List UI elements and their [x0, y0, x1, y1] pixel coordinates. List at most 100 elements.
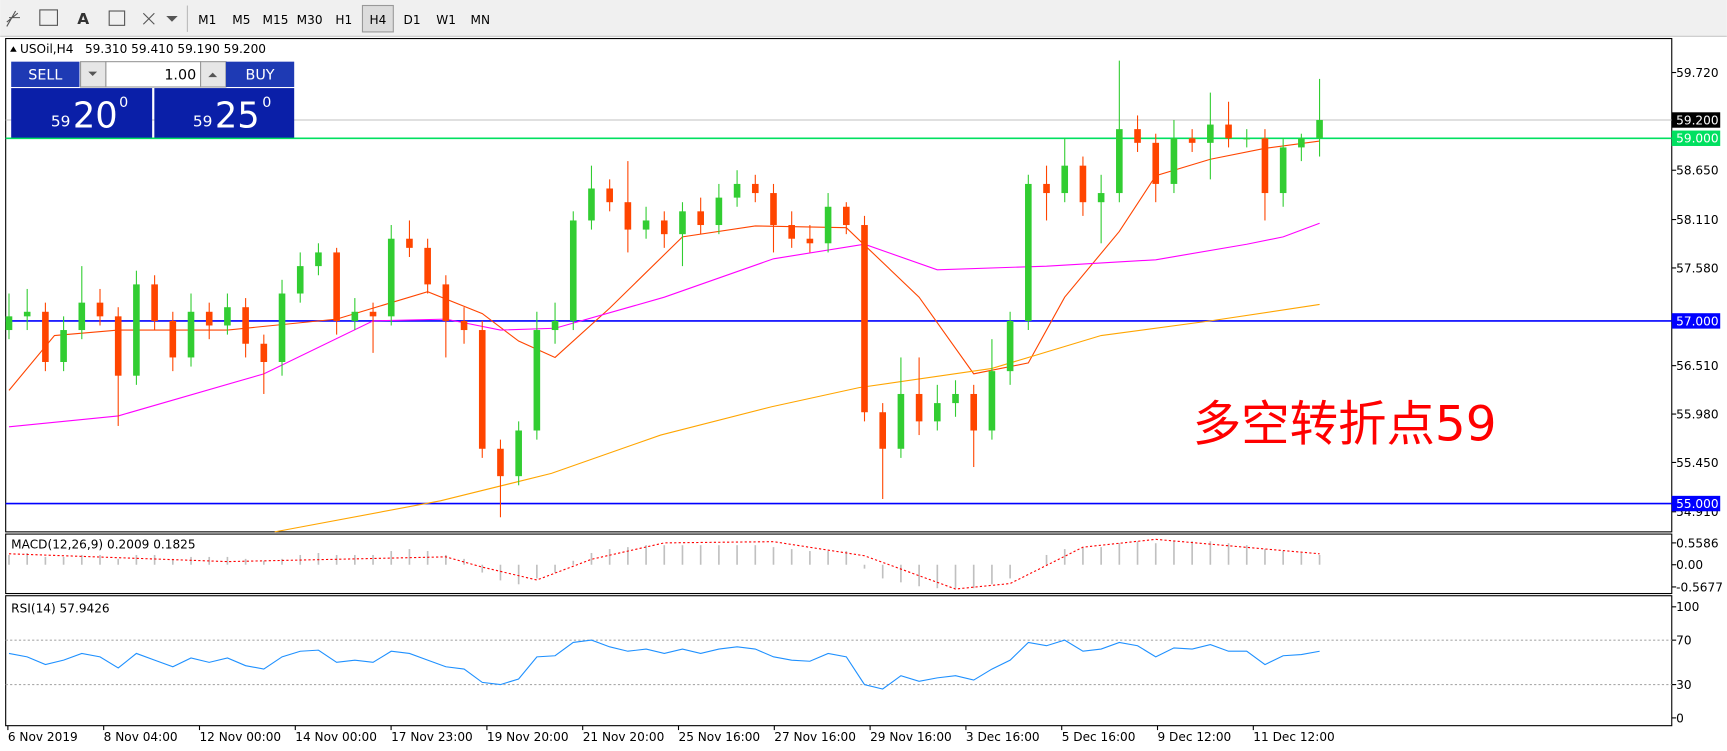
ohlc: 59.310 59.410 59.190 59.200 [85, 42, 266, 56]
candle-body [770, 193, 777, 226]
sell-button[interactable] [11, 61, 80, 87]
moving-average [274, 303, 1320, 533]
candle-body [1061, 165, 1069, 194]
bid-main[interactable]: 20 [73, 96, 118, 137]
y-tick-label: 0 [1676, 711, 1684, 725]
timeframe-button[interactable]: M5 [232, 13, 250, 27]
candle-body [733, 183, 741, 198]
candle-body [1043, 183, 1050, 194]
candle-body [315, 252, 322, 267]
candle-body [242, 307, 249, 344]
ask-big[interactable]: 59 [193, 113, 213, 131]
timeframe-button[interactable]: H1 [335, 13, 352, 27]
candle-body [751, 183, 759, 194]
candle-body [187, 311, 195, 358]
candle-body [278, 293, 286, 363]
candle-body [515, 430, 522, 477]
lot-value[interactable]: 1.00 [164, 67, 196, 83]
signal-line [8, 538, 1320, 590]
x-tick-label: 25 Nov 16:00 [679, 730, 761, 744]
buy-label[interactable]: BUY [246, 67, 275, 83]
candle-body [424, 247, 431, 285]
bid-box[interactable] [11, 88, 153, 138]
candle-body [497, 448, 504, 477]
price-label-box [1671, 112, 1721, 128]
x-tick-label: 9 Dec 12:00 [1158, 730, 1232, 744]
candle-body [642, 220, 650, 230]
y-tick-label: -0.5677 [1676, 580, 1723, 594]
bid-big[interactable]: 59 [51, 113, 71, 131]
ask-main[interactable]: 25 [215, 96, 260, 137]
candle-body [1079, 165, 1087, 203]
candle-body [60, 330, 67, 363]
candle-body [1025, 183, 1032, 321]
timeframe-button[interactable]: MN [471, 13, 491, 27]
tool-icon[interactable] [39, 9, 58, 26]
x-tick-label: 3 Dec 16:00 [966, 730, 1040, 744]
active-timeframe[interactable] [361, 4, 394, 33]
ask-box[interactable] [154, 88, 295, 138]
candle-body [1188, 138, 1196, 143]
timeframe-button[interactable]: W1 [436, 13, 456, 27]
candle-body [1298, 138, 1305, 148]
candle-body [842, 206, 850, 226]
candle-body [42, 311, 49, 363]
y-tick-label: 58.110 [1676, 213, 1718, 227]
bid-sup[interactable]: 0 [119, 95, 128, 111]
candle-body [169, 320, 177, 358]
line-label: 55.000 [1676, 497, 1718, 511]
candle-body [606, 188, 613, 203]
sell-label[interactable]: SELL [28, 67, 62, 83]
candle-body [1170, 138, 1178, 184]
timeframe-button[interactable]: M15 [263, 13, 289, 27]
candle-body [1006, 320, 1014, 372]
ask-sup[interactable]: 0 [262, 95, 271, 111]
candle-body [369, 311, 377, 317]
y-tick-label: 55.450 [1676, 456, 1718, 470]
buy-button[interactable] [225, 61, 295, 87]
drawing-tools[interactable]: A [6, 5, 188, 32]
candle-body [697, 211, 704, 226]
x-tick-label: 27 Nov 16:00 [774, 730, 856, 744]
y-tick-label: 57.580 [1676, 261, 1718, 275]
tool-icon[interactable] [142, 12, 178, 25]
candle-body [333, 252, 340, 321]
lot-input[interactable] [105, 61, 202, 88]
lot-down-icon[interactable] [88, 71, 98, 76]
candle-body [23, 311, 31, 317]
x-tick-label: 21 Nov 20:00 [583, 730, 665, 744]
moving-average [8, 222, 1320, 428]
timeframe-button[interactable]: M30 [297, 13, 323, 27]
tool-icon[interactable]: A [77, 10, 89, 28]
candle-body [624, 202, 632, 230]
timeframe-button[interactable]: D1 [404, 13, 421, 27]
candle-body [78, 302, 86, 331]
y-tick-label: 0.00 [1676, 558, 1703, 572]
tool-icon[interactable] [108, 10, 126, 26]
candle-body [1261, 138, 1269, 194]
candle-body [296, 266, 304, 294]
candle-body [897, 393, 905, 449]
candle-body [114, 316, 122, 376]
candle-body [205, 311, 213, 326]
candle-body [879, 412, 887, 449]
timeframe-button[interactable]: H4 [369, 13, 386, 27]
candle-body [260, 343, 268, 363]
candle-body [1225, 124, 1232, 139]
candle-body [551, 320, 559, 331]
tool-icon[interactable] [6, 10, 21, 27]
candle-body [1316, 120, 1323, 139]
y-tick-label: 70 [1676, 634, 1691, 648]
candle-body [788, 225, 795, 239]
timeframe-button[interactable]: M1 [198, 13, 216, 27]
candle-body [824, 206, 832, 244]
x-tick-label: 19 Nov 20:00 [487, 730, 569, 744]
one-click-trading: SELL 1.00 BUY 59 20 0 59 25 0 [11, 61, 295, 138]
y-tick-label: 100 [1676, 600, 1699, 614]
candle-body [351, 311, 359, 321]
rsi-panel [5, 595, 1673, 727]
panel-title: MACD(12,26,9) 0.2009 0.1825 [11, 537, 195, 551]
price-label: 59.200 [1676, 113, 1718, 127]
lot-up-icon[interactable] [208, 72, 218, 78]
